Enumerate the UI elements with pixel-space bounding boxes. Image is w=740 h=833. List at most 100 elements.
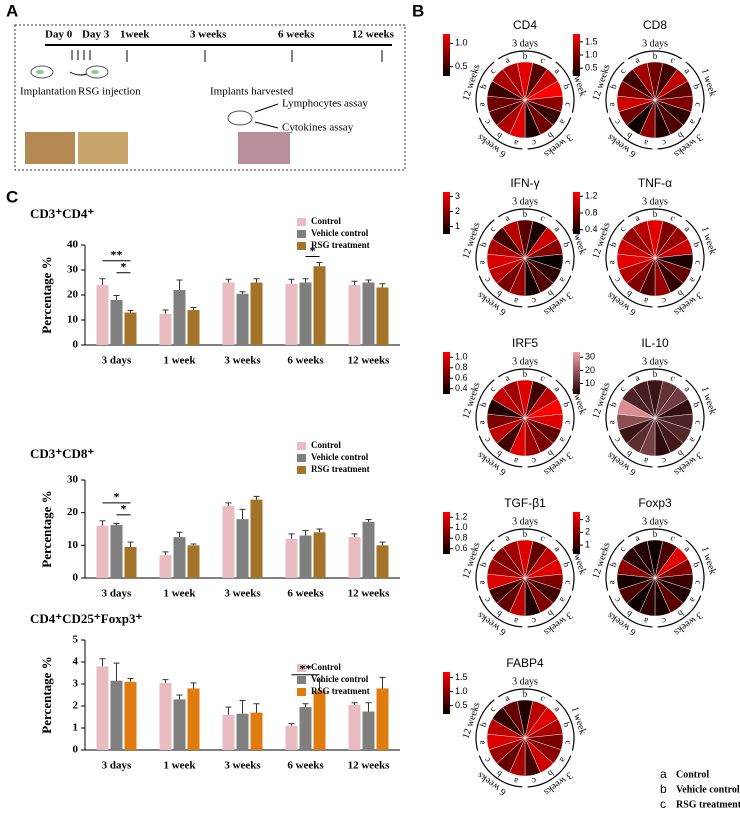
subgroup-label: b <box>494 448 504 459</box>
group-label: 3 days <box>642 38 668 49</box>
radial-title: CD8 <box>643 18 667 32</box>
error-bar <box>225 706 232 715</box>
subgroup-label: a <box>633 372 641 383</box>
bar <box>236 519 249 578</box>
subgroup-label: a <box>606 260 616 265</box>
subgroup-label: b <box>478 82 489 90</box>
y-tick-label: 30 <box>67 474 79 486</box>
subgroup-label: a <box>513 616 519 627</box>
significance-label: ** <box>300 661 312 675</box>
group-arc <box>627 368 683 378</box>
group-arc <box>555 379 575 431</box>
subgroup-label: b <box>624 288 634 299</box>
subgroup-label: b <box>523 529 528 539</box>
error-bar <box>176 279 183 290</box>
group-arc <box>685 539 705 591</box>
bar <box>96 525 109 578</box>
subgroup-label: c <box>564 420 574 425</box>
subgroup-label: c <box>487 224 497 234</box>
subgroup-label: c <box>564 102 574 107</box>
bar <box>124 681 137 750</box>
subgroup-label: c <box>661 296 667 307</box>
subgroup-label: a <box>513 456 519 467</box>
colorbar-label: 1.0 <box>455 686 468 696</box>
group-arc <box>497 50 553 60</box>
y-tick-label: 5 <box>73 634 79 646</box>
colorbar-label: 0.4 <box>585 224 598 234</box>
bar <box>173 699 186 750</box>
group-arc <box>605 379 625 431</box>
significance-label: ** <box>111 248 123 262</box>
x-tick-label: 6 weeks <box>287 355 324 367</box>
subgroup-label: a <box>606 580 616 585</box>
colorbar-label: 0.8 <box>585 207 598 217</box>
subgroup-label: b <box>608 240 619 248</box>
subgroup-label: c <box>694 420 704 425</box>
error-bar <box>302 703 309 708</box>
error-bar <box>365 702 372 712</box>
subgroup-label: a <box>683 544 693 554</box>
error-bar <box>190 543 197 546</box>
legend-label: Control <box>311 440 341 450</box>
bar <box>236 293 249 345</box>
subgroup-label: a <box>553 704 563 714</box>
subgroup-label: b <box>478 400 489 408</box>
subgroup-label: a <box>503 532 511 543</box>
subgroup-label: b <box>653 51 658 61</box>
group-label: 3 days <box>512 516 538 527</box>
subgroup-label: b <box>478 720 489 728</box>
legend-label: Control <box>676 769 709 780</box>
subgroup-label: a <box>633 532 641 543</box>
bar <box>362 282 375 345</box>
legend-swatch <box>297 664 306 672</box>
bar <box>110 300 123 345</box>
group-label: 3 days <box>642 356 668 367</box>
subgroup-label: b <box>494 608 504 619</box>
group-label: 3 days <box>642 516 668 527</box>
group-arc <box>657 117 702 150</box>
colorbar-label: 1.2 <box>585 191 598 201</box>
radial-title: IFN-γ <box>510 176 539 190</box>
subgroup-label: b <box>494 130 504 141</box>
heat-wedge <box>621 68 656 101</box>
subgroup-label: c <box>564 740 574 745</box>
heat-wedge <box>491 706 526 739</box>
group-arc <box>527 435 572 468</box>
subgroup-label: b <box>561 401 572 409</box>
group-arc <box>657 435 702 468</box>
error-bar <box>127 310 134 313</box>
subgroup-label: a <box>688 436 699 444</box>
colorbar-label: 20 <box>585 365 595 375</box>
timeline-label: Day 0 <box>45 29 73 41</box>
subgroup-label: b <box>624 608 634 619</box>
subgroup-label: a <box>503 54 511 65</box>
group-arc <box>627 50 683 60</box>
error-bar <box>379 283 386 288</box>
group-arc <box>478 595 523 628</box>
chart-title: CD3⁺CD8⁺ <box>30 446 94 461</box>
group-arc <box>478 435 523 468</box>
colorbar-label: 2 <box>455 206 460 216</box>
radial-title: TNF-α <box>638 176 672 190</box>
subgroup-label: c <box>482 596 493 604</box>
bar <box>313 690 326 750</box>
subgroup-label: a <box>643 138 649 149</box>
colorbar-label: 0.5 <box>455 61 468 71</box>
colorbar-label: 3 <box>455 191 460 201</box>
bar <box>124 312 137 345</box>
error-bar <box>316 262 323 267</box>
subgroup-label: a <box>476 260 486 265</box>
bar <box>376 545 389 578</box>
error-bar <box>99 658 106 667</box>
heat-wedge <box>621 546 656 579</box>
group-arc <box>475 379 495 431</box>
subgroup-label: c <box>612 276 623 284</box>
y-tick-label: 10 <box>67 314 79 326</box>
subgroup-label: b <box>523 51 528 61</box>
colorbar-label: 0.5 <box>455 700 468 710</box>
subgroup-label: a <box>503 372 511 383</box>
bar <box>299 707 312 750</box>
x-tick-label: 12 weeks <box>348 355 391 367</box>
step-label: RSG injection <box>78 86 141 98</box>
